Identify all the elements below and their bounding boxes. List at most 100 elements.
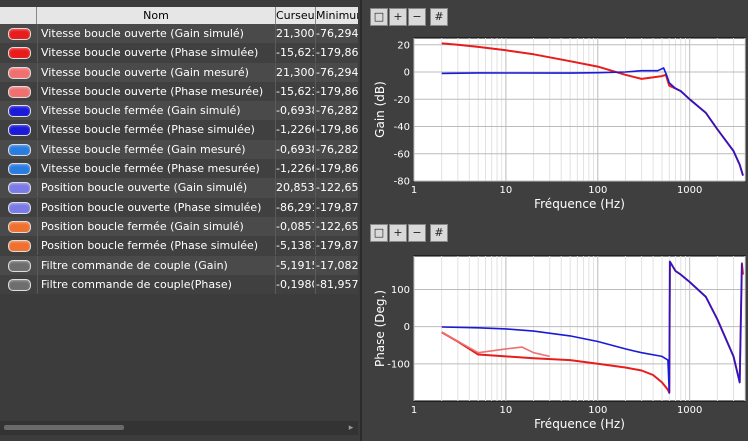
table-row[interactable]: Position boucle ouverte (Phase simulée) -… — [0, 197, 358, 217]
cell-separator — [37, 101, 38, 121]
table-body: Vitesse boucle ouverte (Gain simulé) 21,3… — [0, 24, 358, 295]
table-row[interactable]: Position boucle ouverte (Gain simulé) 20,… — [0, 178, 358, 198]
cell-separator — [37, 197, 38, 217]
y-tick-label: -100 — [387, 359, 410, 370]
min-value: -179,86 — [316, 123, 358, 137]
color-swatch[interactable] — [8, 47, 31, 60]
cell-separator — [37, 139, 38, 159]
swatch-cell[interactable] — [2, 24, 36, 43]
x-tick-label: 10 — [500, 405, 513, 416]
cell-separator — [275, 43, 276, 63]
header-name[interactable]: Nom — [37, 7, 276, 24]
cursor-value: -15,6237 — [276, 84, 314, 98]
y-tick-label: -80 — [394, 177, 410, 188]
swatch-cell[interactable] — [2, 236, 36, 255]
horizontal-scrollbar[interactable]: ▸ — [0, 421, 358, 435]
swatch-cell[interactable] — [2, 256, 36, 275]
table-row[interactable]: Filtre commande de couple(Phase) -0,19809… — [0, 274, 358, 295]
table-row[interactable]: Vitesse boucle ouverte (Phase simulée) -1… — [0, 43, 358, 63]
table-row[interactable]: Position boucle fermée (Phase simulée) -5… — [0, 236, 358, 256]
min-value: -76,294 — [316, 27, 358, 40]
swatch-cell[interactable] — [2, 120, 36, 139]
x-tick-label: 10 — [500, 185, 513, 196]
color-swatch[interactable] — [8, 278, 31, 291]
color-swatch[interactable] — [8, 220, 31, 233]
x-tick-label: 1 — [411, 185, 417, 196]
cell-separator — [315, 255, 316, 275]
swatch-cell[interactable] — [2, 43, 36, 62]
table-row[interactable]: Position boucle fermée (Gain simulé) -0,0… — [0, 216, 358, 237]
zoom-out-icon[interactable]: − — [408, 224, 426, 242]
table-row[interactable]: Vitesse boucle fermée (Phase mesurée) -1,… — [0, 159, 358, 179]
swatch-cell[interactable] — [2, 178, 36, 197]
table-row[interactable]: Vitesse boucle fermée (Gain mesuré) -0,69… — [0, 139, 358, 160]
cursor-value: -15,6237 — [276, 46, 314, 60]
swatch-cell[interactable] — [2, 82, 36, 101]
color-swatch[interactable] — [8, 201, 31, 214]
scrollbar-thumb[interactable] — [4, 425, 124, 430]
color-swatch[interactable] — [8, 124, 31, 137]
table-row[interactable]: Vitesse boucle ouverte (Phase mesurée) -1… — [0, 81, 358, 102]
swatch-cell[interactable] — [2, 140, 36, 159]
zoom-in-icon[interactable]: + — [389, 8, 407, 26]
color-swatch[interactable] — [8, 105, 31, 118]
zoom-in-icon[interactable]: + — [389, 224, 407, 242]
swatch-cell[interactable] — [2, 159, 36, 178]
y-tick-label: -40 — [394, 122, 410, 133]
table-row[interactable]: Vitesse boucle ouverte (Gain simulé) 21,3… — [0, 24, 358, 44]
cell-separator — [315, 24, 316, 43]
header-swatch[interactable] — [0, 7, 37, 24]
panel-divider[interactable] — [360, 0, 362, 441]
swatch-cell[interactable] — [2, 101, 36, 120]
swatch-cell[interactable] — [2, 198, 36, 217]
trace-name: Vitesse boucle ouverte (Phase mesurée) — [41, 84, 264, 98]
swatch-cell[interactable] — [2, 217, 36, 236]
cell-separator — [315, 62, 316, 82]
grid-icon[interactable]: # — [430, 224, 448, 242]
zoom-box-icon[interactable]: □ — [370, 224, 388, 242]
table-row[interactable]: Vitesse boucle fermée (Phase simulée) -1,… — [0, 120, 358, 140]
min-value: -122,65 — [316, 181, 358, 195]
color-swatch[interactable] — [8, 259, 31, 272]
table-row[interactable]: Filtre commande de couple (Gain) -5,19156… — [0, 255, 358, 275]
cursor-value: -5,13872 — [276, 239, 314, 253]
cursor-value: -0,69388 — [276, 104, 314, 118]
cell-separator — [37, 216, 38, 236]
swatch-cell[interactable] — [2, 63, 36, 82]
color-swatch[interactable] — [8, 163, 31, 176]
x-tick-label: 100 — [588, 405, 607, 416]
y-axis-label: Phase (Deg.) — [373, 290, 387, 367]
scroll-right-arrow-icon[interactable]: ▸ — [348, 423, 354, 433]
grid-icon[interactable]: # — [430, 8, 448, 26]
gain-chart[interactable]: 1 10 100 1000 20 0 -20 -40 -60 -80 Fréquence (Hz) G… — [362, 28, 748, 224]
color-swatch[interactable] — [8, 28, 31, 40]
cell-separator — [315, 178, 316, 198]
cell-separator — [275, 178, 276, 198]
swatch-cell[interactable] — [2, 275, 36, 294]
table-row[interactable]: Vitesse boucle fermée (Gain simulé) -0,69… — [0, 101, 358, 121]
header-cursor[interactable]: Curseur — [276, 7, 316, 24]
plot-area — [413, 255, 746, 402]
plot-area — [413, 37, 746, 182]
cell-separator — [275, 159, 276, 179]
trace-name: Vitesse boucle fermée (Gain mesuré) — [41, 142, 246, 156]
color-swatch[interactable] — [8, 66, 31, 79]
y-tick-label: 100 — [391, 285, 410, 296]
color-swatch[interactable] — [8, 240, 31, 253]
y-tick-label: 0 — [404, 322, 410, 333]
color-swatch[interactable] — [8, 85, 31, 98]
trace-name: Position boucle fermée (Gain simulé) — [41, 219, 244, 233]
cell-separator — [275, 216, 276, 236]
header-min[interactable]: Minimum — [316, 9, 358, 22]
table-row[interactable]: Vitesse boucle ouverte (Gain mesuré) 21,3… — [0, 62, 358, 82]
cell-separator — [37, 178, 38, 198]
color-swatch[interactable] — [8, 182, 31, 195]
trace-name: Position boucle fermée (Phase simulée) — [41, 239, 259, 253]
min-value: -179,86 — [316, 46, 358, 60]
color-swatch[interactable] — [8, 143, 31, 156]
cell-separator — [37, 159, 38, 179]
trace-name: Position boucle ouverte (Gain simulé) — [41, 181, 248, 195]
zoom-out-icon[interactable]: − — [408, 8, 426, 26]
zoom-box-icon[interactable]: □ — [370, 8, 388, 26]
